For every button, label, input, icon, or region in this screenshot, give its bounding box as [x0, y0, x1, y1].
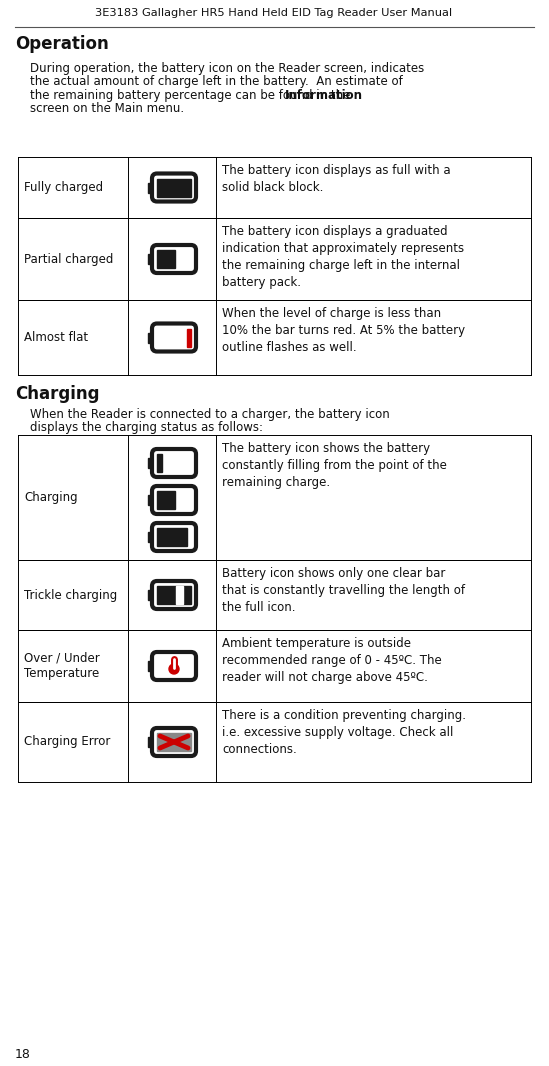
Text: Charging: Charging: [15, 385, 99, 403]
Bar: [157, 733, 191, 752]
Text: displays the charging status as follows:: displays the charging status as follows:: [30, 421, 263, 435]
FancyBboxPatch shape: [152, 652, 196, 680]
Bar: [157, 491, 175, 508]
Text: the actual amount of charge left in the battery.  An estimate of: the actual amount of charge left in the …: [30, 76, 403, 88]
Text: screen on the Main menu.: screen on the Main menu.: [30, 102, 184, 115]
FancyBboxPatch shape: [152, 174, 196, 201]
Bar: [187, 328, 191, 346]
Bar: [148, 589, 152, 600]
Text: 18: 18: [15, 1049, 31, 1062]
Text: Charging Error: Charging Error: [24, 736, 110, 748]
Text: There is a condition preventing charging.
i.e. excessive supply voltage. Check a: There is a condition preventing charging…: [222, 709, 466, 756]
Bar: [148, 532, 152, 542]
Text: During operation, the battery icon on the Reader screen, indicates: During operation, the battery icon on th…: [30, 62, 424, 75]
Text: Fully charged: Fully charged: [24, 181, 103, 194]
Bar: [148, 254, 152, 264]
FancyBboxPatch shape: [152, 245, 196, 273]
Bar: [157, 586, 191, 604]
FancyBboxPatch shape: [152, 486, 196, 514]
FancyBboxPatch shape: [152, 449, 196, 477]
Text: Battery icon shows only one clear bar
that is constantly travelling the length o: Battery icon shows only one clear bar th…: [222, 567, 465, 614]
Bar: [148, 661, 152, 671]
Bar: [148, 458, 152, 468]
Bar: [148, 333, 152, 342]
FancyBboxPatch shape: [152, 728, 196, 756]
Bar: [157, 178, 191, 196]
Bar: [157, 251, 175, 268]
Text: Partial charged: Partial charged: [24, 253, 114, 265]
Text: 3E3183 Gallagher HR5 Hand Held EID Tag Reader User Manual: 3E3183 Gallagher HR5 Hand Held EID Tag R…: [96, 9, 452, 18]
Text: Operation: Operation: [15, 35, 109, 53]
Text: The battery icon displays a graduated
indication that approximately represents
t: The battery icon displays a graduated in…: [222, 225, 464, 289]
Text: Over / Under
Temperature: Over / Under Temperature: [24, 651, 100, 680]
Text: the remaining battery percentage can be found in the: the remaining battery percentage can be …: [30, 88, 354, 102]
Text: When the Reader is connected to a charger, the battery icon: When the Reader is connected to a charge…: [30, 408, 390, 421]
Circle shape: [169, 664, 179, 674]
Text: The battery icon shows the battery
constantly filling from the point of the
rema: The battery icon shows the battery const…: [222, 442, 447, 489]
FancyBboxPatch shape: [152, 523, 196, 551]
FancyBboxPatch shape: [152, 323, 196, 352]
Text: Trickle charging: Trickle charging: [24, 588, 117, 601]
Text: When the level of charge is less than
10% the bar turns red. At 5% the battery
o: When the level of charge is less than 10…: [222, 307, 465, 354]
Text: Charging: Charging: [24, 491, 77, 504]
Text: Information: Information: [285, 88, 363, 102]
Bar: [148, 182, 152, 193]
Text: The battery icon displays as full with a
solid black block.: The battery icon displays as full with a…: [222, 164, 451, 194]
Text: Almost flat: Almost flat: [24, 332, 88, 344]
Bar: [176, 586, 183, 604]
Bar: [157, 454, 162, 472]
Bar: [157, 528, 187, 546]
Bar: [148, 737, 152, 747]
Text: Ambient temperature is outside
recommended range of 0 - 45ºC. The
reader will no: Ambient temperature is outside recommend…: [222, 637, 442, 684]
FancyBboxPatch shape: [152, 581, 196, 609]
Bar: [148, 495, 152, 505]
